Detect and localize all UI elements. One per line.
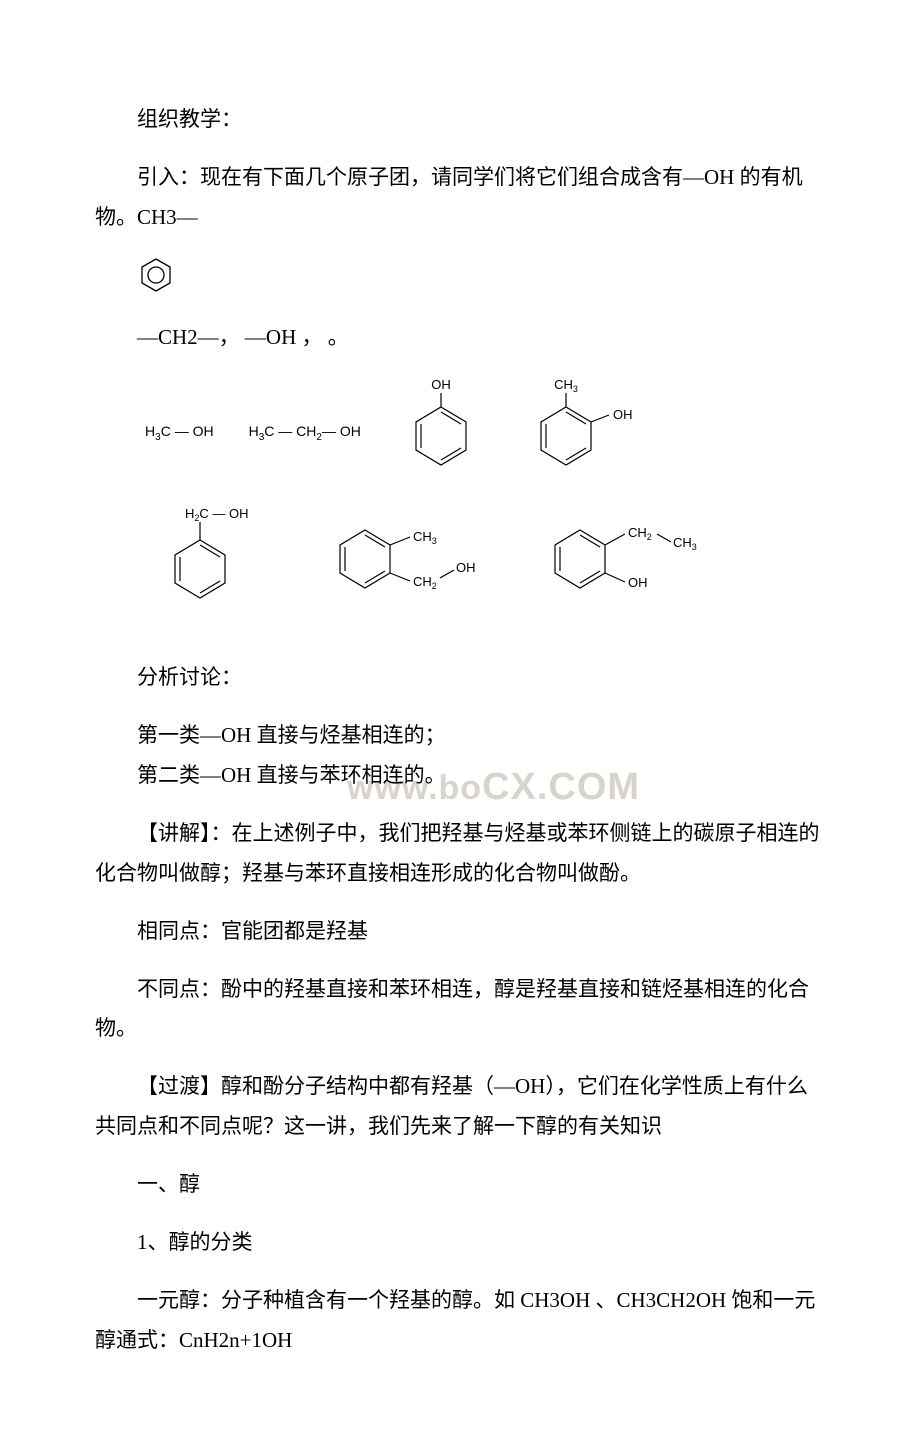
heading-alcohol: 一、醇 (95, 1165, 825, 1205)
svg-text:OH: OH (431, 377, 451, 392)
svg-text:CH3: CH3 (554, 377, 578, 394)
molecule-row-1: H3C — OH H3C — CH2— OH OH CH3 OH (95, 375, 825, 489)
watermark-text: www.boCX.COM (347, 751, 640, 823)
paragraph-fragments: —CH2—， —OH ， 。 (95, 318, 825, 358)
molecule-benzyl-alcohol: H2C — OH (165, 504, 275, 628)
molecule-ethylphenol: CH2 CH3 OH (545, 504, 715, 628)
molecule-row-2: H2C — OH CH3 CH2 OH CH2 (95, 504, 825, 628)
heading-classification: 1、醇的分类 (95, 1223, 825, 1263)
molecule-cresol: CH3 OH (521, 375, 641, 489)
paragraph-monoalcohol: 一元醇：分子种植含有一个羟基的醇。如 CH3OH 、CH3CH2OH 饱和一元醇… (95, 1281, 825, 1361)
class-line-2-wrap: www.boCX.COM 第二类—OH 直接与苯环相连的。 (137, 756, 825, 796)
svg-text:CH2: CH2 (413, 574, 437, 591)
molecule-methanol: H3C — OH (145, 418, 214, 447)
paragraph-explain: 【讲解】：在上述例子中，我们把羟基与烃基或苯环侧链上的碳原子相连的化合物叫做醇；… (95, 814, 825, 894)
svg-text:OH: OH (456, 560, 476, 575)
svg-text:CH3: CH3 (673, 535, 697, 552)
paragraph-diff: 不同点：酚中的羟基直接和苯环相连，醇是羟基直接和链烃基相连的化合物。 (95, 970, 825, 1050)
classification-list: 第一类—OH 直接与烃基相连的； www.boCX.COM 第二类—OH 直接与… (137, 716, 825, 796)
molecule-methyl-benzyl-oh: CH3 CH2 OH (330, 504, 490, 628)
hexagon-inline-icon (137, 256, 825, 308)
svg-text:OH: OH (628, 575, 648, 590)
paragraph-analysis-heading: 分析讨论： (95, 658, 825, 698)
paragraph-transition: 【过渡】醇和酚分子结构中都有羟基（—OH），它们在化学性质上有什么共同点和不同点… (95, 1067, 825, 1147)
class-line-2: 第二类—OH 直接与苯环相连的。 (137, 763, 446, 787)
paragraph-same: 相同点：官能团都是羟基 (95, 912, 825, 952)
svg-text:OH: OH (613, 407, 633, 422)
svg-text:H2C — OH: H2C — OH (185, 506, 249, 523)
molecule-ethanol: H3C — CH2— OH (249, 418, 361, 447)
paragraph-intro1: 组织教学： (95, 100, 825, 140)
svg-text:CH3: CH3 (413, 529, 437, 546)
molecule-phenol: OH (396, 375, 486, 489)
paragraph-intro2: 引入：现在有下面几个原子团，请同学们将它们组合成含有—OH 的有机物。CH3— (95, 158, 825, 238)
svg-text:CH2: CH2 (628, 525, 652, 542)
